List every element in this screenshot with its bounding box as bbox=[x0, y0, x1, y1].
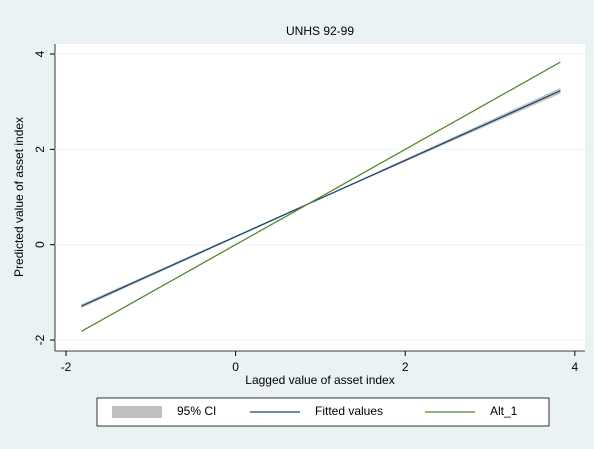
legend-swatch bbox=[112, 406, 162, 418]
y-tick-label: -2 bbox=[33, 334, 47, 345]
x-tick-label: 4 bbox=[571, 360, 578, 374]
legend-label: 95% CI bbox=[177, 404, 216, 418]
legend-label: Alt_1 bbox=[490, 404, 518, 418]
series-line bbox=[80, 61, 561, 333]
chart-title: UNHS 92-99 bbox=[286, 24, 354, 38]
y-axis-title: Predicted value of asset index bbox=[12, 117, 26, 277]
x-tick-label: -2 bbox=[61, 360, 72, 374]
y-tick-label: 2 bbox=[33, 146, 47, 153]
y-tick-label: 0 bbox=[33, 241, 47, 248]
legend-label: Fitted values bbox=[315, 404, 383, 418]
x-axis-title: Lagged value of asset index bbox=[245, 373, 394, 387]
x-tick-label: 0 bbox=[232, 360, 239, 374]
y-tick-label: 4 bbox=[33, 50, 47, 57]
series-line bbox=[81, 90, 561, 307]
x-tick-label: 2 bbox=[402, 360, 409, 374]
